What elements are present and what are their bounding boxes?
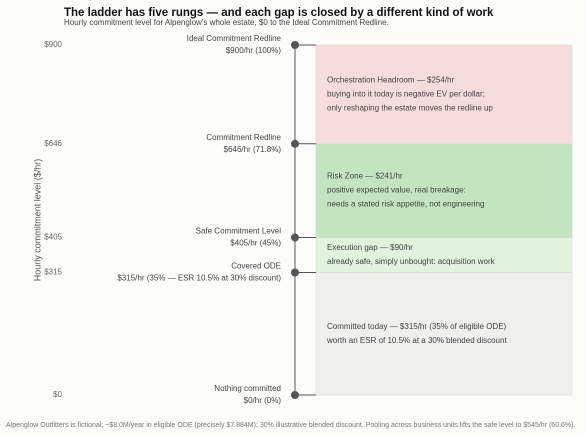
footnote: Alpenglow Outfitters is fictional; ~$8.0… [6,422,575,429]
gap-band [315,272,573,396]
y-tick-label: $646 [44,139,62,148]
rung-name: Nothing committed [214,384,281,393]
rung-marker [291,139,299,148]
rung-marker [291,268,299,277]
y-axis-label: Hourly commitment level ($/hr) [32,159,42,282]
band-text: Orchestration Headroom — $254/hr [327,75,455,84]
chart-subtitle: Hourly commitment level for Alpenglow's … [64,18,389,27]
band-text: buying into it today is negative EV per … [327,89,485,98]
y-tick-label: $0 [53,390,62,399]
rung-label: $900/hr (100%) [226,46,281,55]
band-text: only reshaping the estate moves the redl… [327,103,493,112]
rung-label: $405/hr (45%) [230,239,281,248]
rung-label: $0/hr (0%) [244,396,282,405]
chart-title: The ladder has five rungs — and each gap… [64,7,494,19]
band-text: already safe, simply unbought: acquisiti… [327,257,496,266]
gap-band [315,237,573,273]
rung-marker [291,391,299,399]
rung-marker [291,233,299,242]
y-tick-label: $900 [44,40,62,49]
rung-marker [291,41,299,49]
band-text: needs a stated risk appetite, not engine… [327,200,484,209]
rung-name: Commitment Redline [206,133,281,142]
band-text: Committed today — $315/hr (35% of eligib… [327,322,507,331]
rung-label: $646/hr (71.8%) [224,145,282,154]
rung-label: $315/hr (35% — ESR 10.5% at 30% discount… [117,274,281,283]
rung-name: Safe Commitment Level [196,227,282,236]
y-tick-label: $405 [44,233,62,242]
gap-band [315,44,573,145]
band-text: positive expected value, real breakage: [327,186,466,195]
y-tick-label: $315 [44,268,62,277]
rung-name: Ideal Commitment Redline [187,34,282,43]
gap-band [315,143,573,238]
band-text: Risk Zone — $241/hr [327,172,403,181]
band-text: worth an ESR of 10.5% at a 30% blended d… [326,336,507,345]
rung-name: Covered ODE [231,262,281,271]
band-text: Execution gap — $90/hr [327,243,413,252]
